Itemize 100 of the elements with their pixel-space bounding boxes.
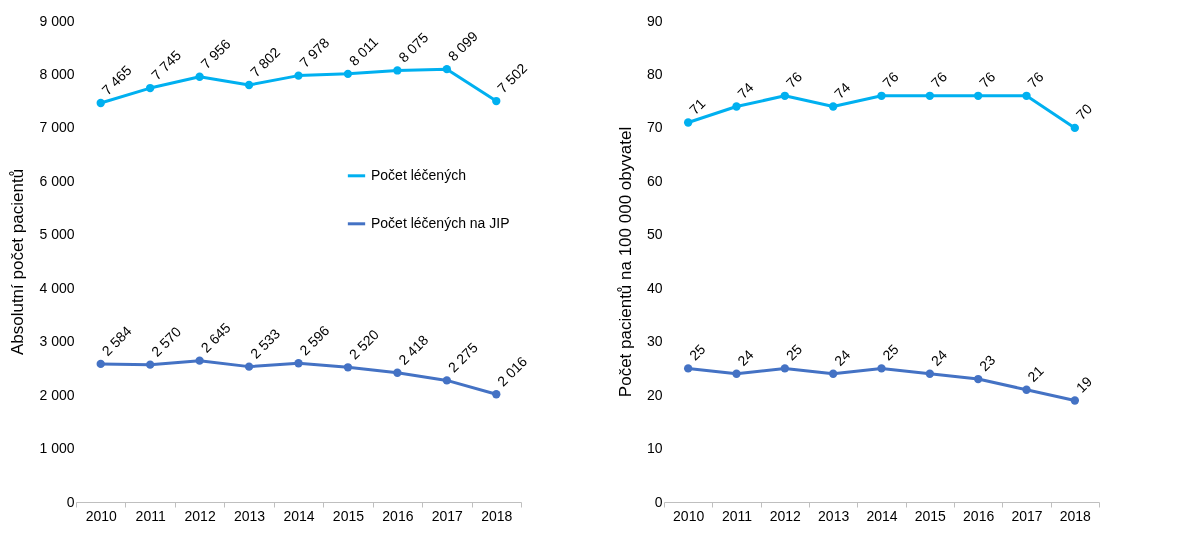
y-tick-label: 3 000 [39, 333, 75, 350]
point [973, 374, 983, 384]
y-tick-label: 70 [646, 119, 663, 136]
point [492, 96, 501, 106]
y-tick-label: 10 [646, 440, 663, 457]
x-tick-label: 2015 [914, 507, 947, 524]
data-label: 76 [782, 68, 806, 91]
point [145, 360, 155, 369]
x-tick-label: 2017 [1011, 507, 1043, 524]
point [877, 364, 886, 373]
y-tick-label: 0 [654, 493, 663, 510]
point [1022, 91, 1031, 100]
data-label: 2 016 [494, 353, 531, 390]
data-label: 76 [879, 68, 902, 91]
point [343, 69, 353, 79]
point [780, 364, 790, 373]
y-tick-label: 2 000 [39, 386, 75, 403]
x-tick-label: 2013 [233, 507, 266, 524]
point [780, 91, 790, 100]
data-label: 74 [831, 79, 854, 102]
x-tick-label: 2016 [382, 507, 414, 524]
data-label: 23 [976, 351, 999, 375]
y-tick-label: 30 [646, 333, 663, 350]
y-tick-label: 1 000 [39, 440, 75, 457]
data-label: 24 [831, 346, 854, 369]
y-tick-label: 7 000 [39, 119, 75, 136]
point [973, 91, 983, 100]
x-tick-label: 2013 [818, 507, 850, 524]
data-label: 24 [927, 346, 951, 369]
y-tick-label: 5 000 [39, 226, 75, 243]
point [877, 91, 886, 100]
y-tick-label: 60 [646, 172, 663, 189]
point [492, 390, 501, 399]
data-label: 76 [1024, 68, 1047, 91]
point [1070, 396, 1080, 405]
point [925, 91, 935, 100]
point [828, 369, 838, 378]
data-label: 2 520 [345, 326, 383, 363]
y-tick-label: 4 000 [39, 279, 75, 296]
data-label: 21 [1024, 362, 1047, 385]
data-label: 74 [734, 79, 757, 102]
y-tick-label: 0 [66, 493, 75, 510]
data-label: 7 502 [494, 59, 531, 97]
point [145, 83, 155, 93]
point [96, 98, 105, 108]
point [244, 80, 254, 90]
data-label: 2 418 [395, 331, 432, 368]
data-label: 2 275 [444, 339, 481, 376]
point [96, 359, 105, 369]
x-tick-label: 2010 [85, 507, 117, 524]
y-tick-label: 40 [646, 279, 663, 296]
point [442, 64, 452, 74]
data-label: 2 645 [197, 319, 234, 356]
legend-label: Počet léčených na JIP [371, 214, 510, 231]
x-tick-label: 2015 [332, 507, 365, 524]
data-label: 70 [1072, 100, 1096, 123]
point [732, 369, 741, 378]
data-label: 2 533 [246, 325, 284, 362]
point [683, 118, 693, 127]
x-tick-label: 2014 [283, 507, 315, 524]
point [1070, 123, 1080, 133]
legend-label: Počet léčených [371, 166, 466, 183]
x-tick-label: 2018 [1059, 507, 1092, 524]
x-tick-label: 2011 [135, 507, 166, 524]
data-label: 7 745 [148, 46, 185, 84]
point [828, 102, 838, 111]
data-label: 76 [976, 68, 999, 91]
data-label: 19 [1072, 373, 1096, 396]
point [294, 359, 303, 368]
data-label: 25 [782, 340, 806, 364]
x-tick-label: 2011 [721, 507, 753, 524]
data-label: 7 802 [246, 43, 284, 81]
x-tick-label: 2012 [184, 507, 216, 524]
y-tick-label: 6 000 [39, 172, 75, 189]
data-label: 25 [879, 340, 902, 364]
point [195, 356, 204, 365]
point [244, 362, 254, 371]
x-tick-label: 2016 [963, 507, 995, 524]
x-tick-label: 2010 [673, 507, 705, 524]
data-label: 8 075 [395, 29, 432, 66]
data-label: 7 956 [197, 35, 234, 72]
data-label: 2 584 [98, 322, 135, 359]
y-tick-label: 20 [646, 386, 663, 403]
y-axis-title: Počet pacientů na 100 000 obyvatel [615, 126, 635, 398]
point [683, 364, 693, 373]
data-label: 7 978 [296, 34, 333, 71]
point [393, 66, 402, 75]
point [1022, 385, 1031, 394]
point [442, 376, 452, 385]
data-label: 8 099 [444, 27, 481, 65]
point [732, 102, 741, 111]
y-tick-label: 90 [646, 12, 663, 29]
x-tick-label: 2014 [866, 507, 898, 524]
y-tick-label: 80 [646, 65, 663, 82]
x-tick-label: 2017 [431, 507, 464, 524]
data-label: 8 011 [345, 33, 382, 69]
data-label: 7 465 [98, 61, 135, 99]
data-label: 2 596 [296, 322, 333, 359]
point [343, 363, 353, 372]
point [393, 368, 402, 377]
